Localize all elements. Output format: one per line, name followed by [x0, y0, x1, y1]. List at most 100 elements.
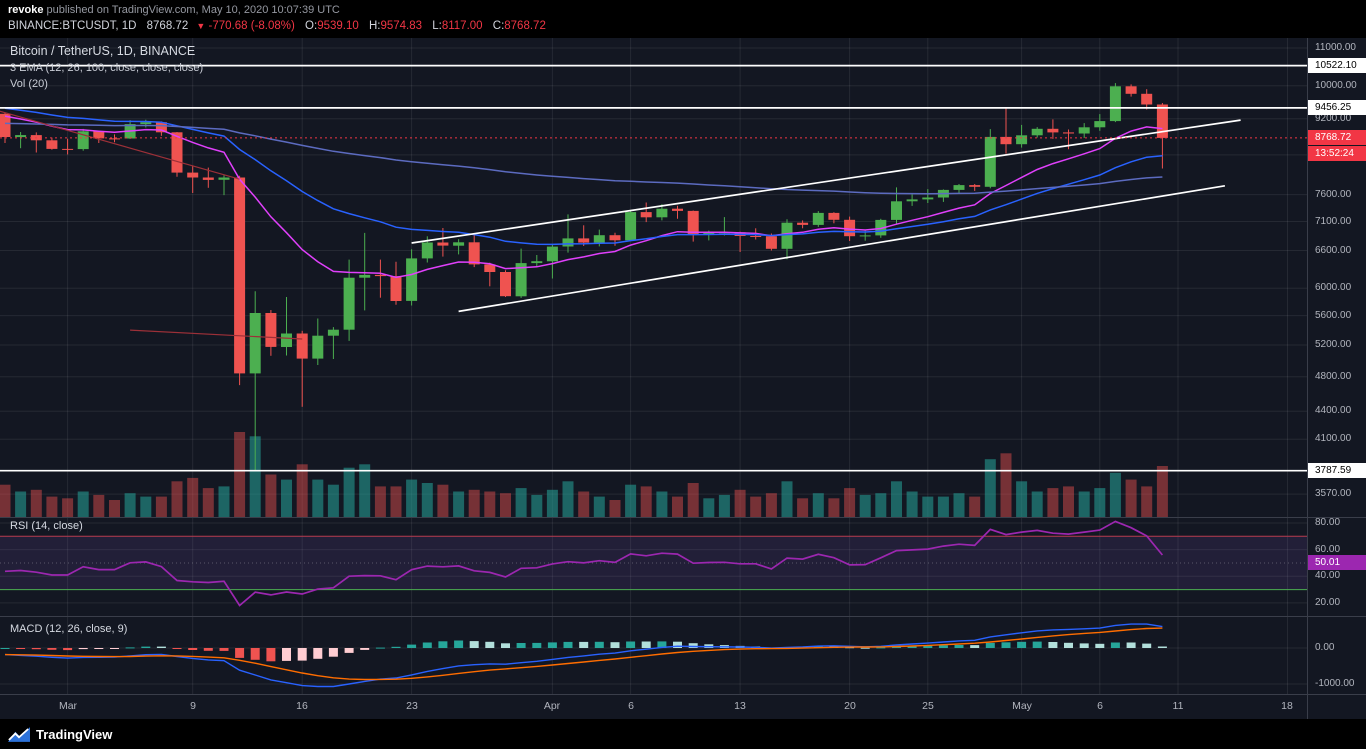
- price-level-badge: 10522.10: [1308, 58, 1366, 73]
- volume-bar: [562, 481, 574, 517]
- macd-histogram-bar: [235, 648, 245, 658]
- volume-bar: [812, 493, 824, 517]
- drawn-trendline: [411, 119, 1241, 244]
- volume-bar: [187, 477, 199, 517]
- macd-tick-label: -1000.00: [1315, 678, 1355, 689]
- volume-bar: [1078, 491, 1090, 517]
- candle-body: [15, 135, 27, 138]
- ema-100-line: [4, 122, 1163, 195]
- time-tick-label: 18: [1281, 700, 1293, 712]
- macd-histogram-bar: [469, 641, 479, 648]
- candle-body: [593, 235, 605, 243]
- volume-bar: [625, 484, 637, 517]
- price-tick-label: 6000.00: [1315, 282, 1352, 293]
- chart-canvas[interactable]: [0, 0, 1307, 694]
- symbol-legend: Bitcoin / TetherUS, 1D, BINANCE: [10, 44, 196, 58]
- macd-histogram-bar: [688, 643, 698, 648]
- candle-body: [484, 264, 496, 272]
- candle-body: [93, 131, 105, 139]
- candle-body: [0, 113, 11, 137]
- high-value: 9574.83: [380, 20, 423, 32]
- candle-body: [656, 208, 668, 218]
- macd-histogram-bar: [626, 641, 636, 648]
- macd-histogram-bar: [454, 640, 464, 648]
- volume-bar: [406, 479, 418, 517]
- macd-histogram-bar: [328, 648, 338, 657]
- macd-histogram-bar: [1079, 643, 1089, 648]
- close-value: 8768.72: [504, 20, 546, 32]
- macd-histogram-bar: [188, 648, 198, 650]
- publish-info: published on TradingView.com, May 10, 20…: [46, 4, 340, 16]
- publish-header: revoke published on TradingView.com, May…: [0, 0, 1366, 38]
- time-tick-label: Apr: [543, 700, 561, 712]
- pane-separator[interactable]: [0, 616, 1366, 617]
- candle-body: [171, 132, 183, 173]
- volume-bar: [875, 493, 887, 517]
- volume-bar: [1063, 486, 1074, 517]
- volume-bar: [828, 498, 840, 517]
- symbol-info-row: BINANCE:BTCUSDT, 1D 8768.72 ▼ -770.68 (-…: [8, 20, 546, 32]
- macd-histogram-bar: [219, 648, 229, 651]
- symbol-name: BINANCE:BTCUSDT, 1D: [8, 20, 137, 32]
- macd-histogram-bar: [892, 646, 901, 648]
- macd-histogram-bar: [31, 648, 41, 650]
- candle-body: [109, 138, 120, 140]
- volume-bar: [343, 467, 355, 517]
- macd-histogram-bar: [63, 648, 73, 651]
- volume-bar: [500, 493, 511, 517]
- close-label: C:: [492, 20, 505, 32]
- open-value: 9539.10: [317, 20, 359, 32]
- volume-bar: [922, 496, 934, 517]
- rsi-tick-label: 80.00: [1315, 517, 1341, 528]
- drawn-red-trendline: [0, 110, 240, 180]
- macd-histogram-bar: [313, 648, 323, 659]
- tradingview-logo-icon[interactable]: [8, 726, 30, 742]
- volume-bar: [844, 488, 856, 517]
- volume-bar: [1000, 453, 1012, 518]
- macd-line: [4, 623, 1163, 688]
- candle-body: [515, 263, 527, 297]
- macd-histogram-bar: [422, 642, 432, 648]
- publish-info-row: revoke published on TradingView.com, May…: [8, 4, 340, 16]
- price-axis[interactable]: 11000.00 10000.00 9200.00 7600.00 7100.00 660…: [1307, 38, 1366, 719]
- candle-body: [750, 236, 762, 237]
- candle-body: [797, 222, 809, 225]
- volume-bar: [937, 496, 949, 517]
- rsi-value-badge: 50.01: [1308, 555, 1366, 570]
- macd-histogram-bar: [985, 642, 995, 648]
- candle-body: [77, 131, 89, 150]
- drawn-trendline: [458, 184, 1226, 313]
- brand-name[interactable]: TradingView: [36, 726, 113, 742]
- candle-body: [421, 242, 433, 259]
- volume-bar: [781, 481, 793, 517]
- candle-body: [1078, 127, 1090, 134]
- drawn-red-trendline: [130, 329, 303, 340]
- volume-bar: [640, 486, 652, 517]
- countdown-badge: 13:52:24: [1308, 146, 1366, 161]
- macd-histogram-bar: [172, 648, 182, 649]
- volume-bar: [171, 481, 183, 517]
- macd-histogram-bar: [282, 648, 291, 661]
- pane-separator[interactable]: [0, 517, 1366, 518]
- time-axis[interactable]: Mar 9 16 23 Apr 6 13 20 25 May 6 11 18: [0, 694, 1307, 719]
- rsi-line: [4, 520, 1164, 607]
- macd-histogram-bar: [673, 641, 682, 648]
- ema-indicator-legend: 3 EMA (12, 26, 100, close, close, close): [10, 62, 204, 74]
- author-name: revoke: [8, 4, 44, 16]
- candle-body: [343, 277, 355, 330]
- volume-bar: [797, 498, 809, 517]
- candle-body: [875, 219, 887, 236]
- candle-body: [609, 235, 621, 241]
- volume-bar: [218, 486, 230, 517]
- macd-histogram-bar: [501, 643, 510, 648]
- candle-body: [312, 335, 324, 359]
- volume-indicator-legend: Vol (20): [10, 78, 48, 90]
- volume-bar: [734, 489, 746, 517]
- macd-histogram-bar: [641, 641, 651, 648]
- candle-body: [828, 212, 840, 220]
- volume-bar: [953, 493, 965, 517]
- volume-bar: [281, 479, 292, 517]
- macd-histogram-bar: [344, 648, 354, 653]
- candle-body: [1063, 132, 1074, 134]
